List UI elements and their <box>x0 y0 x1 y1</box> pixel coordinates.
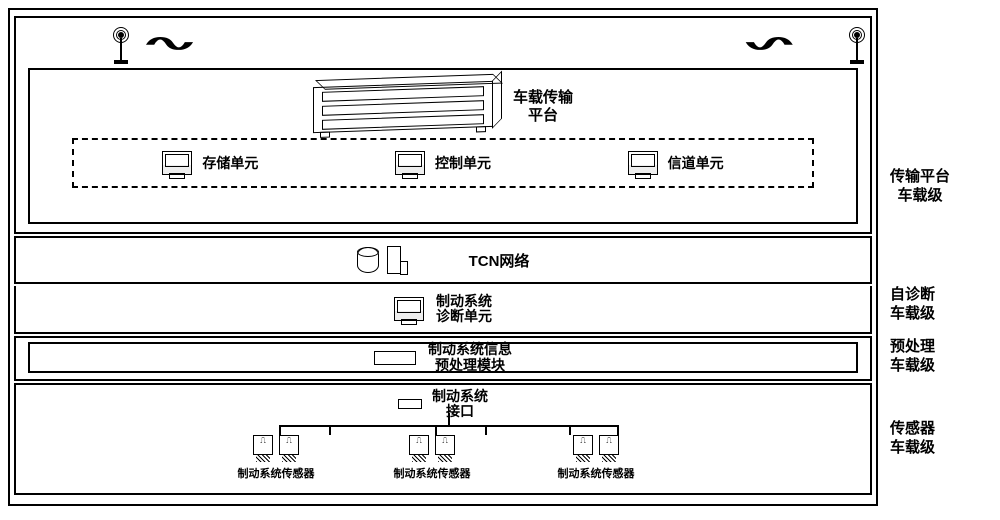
server-label: 车载传输 平台 <box>513 89 573 125</box>
server-tower-icon <box>387 246 401 274</box>
side-labels: 传输平台 车载级 自诊断 车载级 预处理 车载级 传感器 车载级 <box>878 8 988 506</box>
layer-transmission: ∿ ∿ 车载传输 平台 存储单元 <box>14 16 872 234</box>
unit-label: 存储单元 <box>202 153 258 173</box>
sensor-group-label: 制动系统传感器 <box>392 465 472 481</box>
interface-box-icon <box>398 399 422 409</box>
monitor-icon <box>394 297 424 321</box>
side-label-sensor: 传感器 车载级 <box>890 420 935 458</box>
signal-bolt-left-icon: ∿ <box>140 30 199 57</box>
antenna-left-icon <box>114 24 128 64</box>
side-label-diagnosis: 自诊断 车载级 <box>890 286 935 324</box>
layer-diagnosis: 制动系统 诊断单元 <box>14 286 872 334</box>
sensor-group-label: 制动系统传感器 <box>556 465 636 481</box>
sensor-group-label: 制动系统传感器 <box>236 465 316 481</box>
sensor-icon: ⎍ <box>409 435 429 455</box>
unit-control: 控制单元 <box>395 151 491 175</box>
side-label-transmission: 传输平台 车载级 <box>890 168 950 206</box>
sensor-icon: ⎍ <box>599 435 619 455</box>
sensor-icon: ⎍ <box>573 435 593 455</box>
server-rack-icon <box>313 81 493 133</box>
layer-preprocessing: 制动系统信息 预处理模块 <box>14 336 872 381</box>
unit-channel: 信道单元 <box>628 151 724 175</box>
sensor-group: ⎍ ⎍ 制动系统传感器 <box>236 435 316 481</box>
preproc-label: 制动系统信息 预处理模块 <box>428 342 512 373</box>
diagram-outer: ∿ ∿ 车载传输 平台 存储单元 <box>8 8 878 506</box>
sensor-icon: ⎍ <box>279 435 299 455</box>
interface-row: 制动系统 接口 <box>16 389 870 420</box>
units-dashed-box: 存储单元 控制单元 信道单元 <box>72 138 814 188</box>
antenna-right-icon <box>850 24 864 64</box>
monitor-icon <box>395 151 425 175</box>
layer-tcn: TCN网络 <box>14 236 872 284</box>
preproc-inner: 制动系统信息 预处理模块 <box>28 342 858 373</box>
platform-box: 车载传输 平台 存储单元 控制单元 信道单元 <box>28 68 858 224</box>
layer-sensors: 制动系统 接口 ⎍ ⎍ 制动系统传感器 ⎍ ⎍ <box>14 383 872 495</box>
sensor-group: ⎍ ⎍ 制动系统传感器 <box>392 435 472 481</box>
module-box-icon <box>374 351 416 365</box>
unit-label: 控制单元 <box>435 153 491 173</box>
sensor-icon: ⎍ <box>435 435 455 455</box>
signal-bolt-right-icon: ∿ <box>740 30 799 57</box>
monitor-icon <box>162 151 192 175</box>
sensor-group: ⎍ ⎍ 制动系统传感器 <box>556 435 636 481</box>
sensor-icon: ⎍ <box>253 435 273 455</box>
sensor-bus-line <box>279 425 619 427</box>
monitor-icon <box>628 151 658 175</box>
interface-label: 制动系统 接口 <box>432 389 488 420</box>
unit-label: 信道单元 <box>668 153 724 173</box>
unit-storage: 存储单元 <box>162 151 258 175</box>
database-cylinder-icon <box>357 247 379 273</box>
side-label-preproc: 预处理 车载级 <box>890 338 935 376</box>
diag-label: 制动系统 诊断单元 <box>436 294 492 325</box>
tcn-label: TCN网络 <box>469 250 530 271</box>
